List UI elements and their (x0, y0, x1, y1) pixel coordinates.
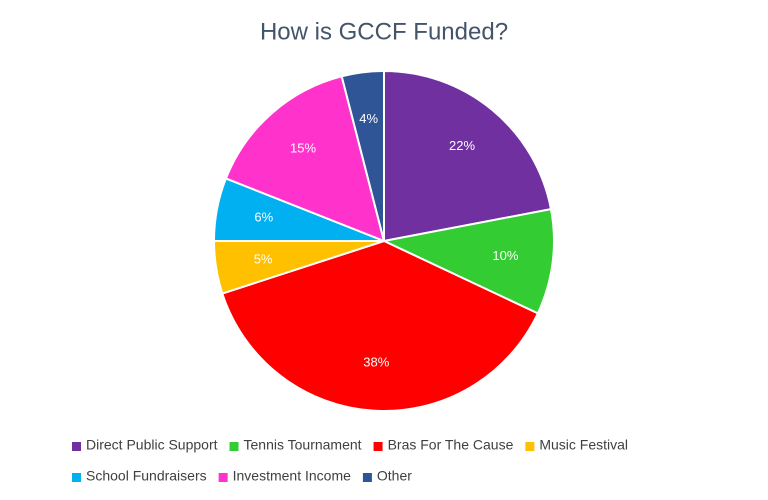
legend-swatch (72, 442, 81, 451)
data-label: 22% (449, 138, 475, 153)
legend-swatch (218, 473, 228, 482)
legend-swatch (525, 442, 535, 451)
data-label: 38% (363, 355, 389, 370)
legend-label: School Fundraisers (86, 468, 207, 484)
legend-label: Investment Income (233, 468, 351, 484)
chart-title: How is GCCF Funded? (260, 18, 508, 45)
data-label: 4% (359, 111, 378, 126)
data-label: 10% (492, 248, 518, 263)
pie-slice (380, 207, 555, 315)
pie-slice (383, 69, 553, 243)
legend-swatch (72, 473, 81, 482)
data-label: 5% (254, 252, 273, 267)
pie-slice (221, 239, 540, 413)
data-label: 6% (254, 210, 273, 225)
pie-slice (224, 75, 386, 243)
data-label: 15% (290, 141, 316, 156)
legend-swatch (362, 473, 372, 482)
legend-label: Bras For The Cause (388, 437, 514, 453)
legend-swatch (373, 442, 383, 451)
legend-swatch (229, 442, 239, 451)
legend-label: Music Festival (539, 437, 628, 453)
legend-label: Tennis Tournament (244, 437, 362, 453)
pie-slice (340, 69, 385, 242)
legend-label: Other (377, 468, 412, 484)
legend-label: Direct Public Support (86, 437, 218, 453)
